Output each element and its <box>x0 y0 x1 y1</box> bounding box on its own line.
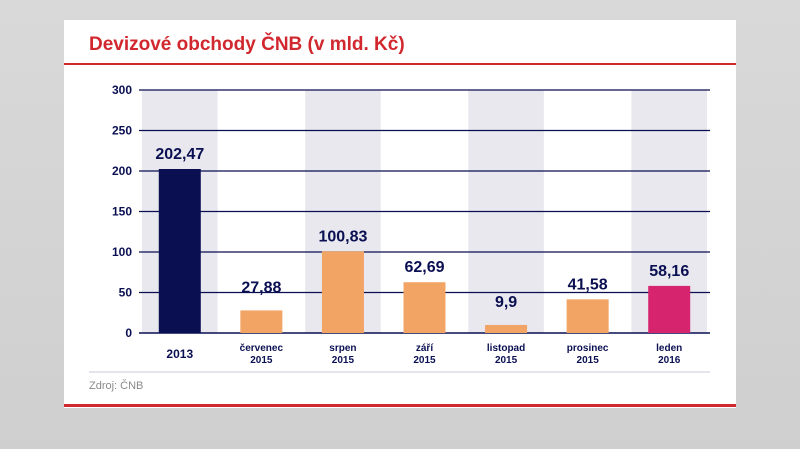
x-tick-label: srpen <box>329 343 356 354</box>
x-tick-label: 2015 <box>250 355 273 366</box>
x-tick-label: 2013 <box>166 347 193 361</box>
y-tick-label: 200 <box>112 164 132 178</box>
bar-chart: 0 50 100 150 200 250 300 202,47 2013 27,88 červene… <box>89 83 710 373</box>
bottom-divider <box>64 404 736 407</box>
data-label: 41,58 <box>568 276 608 293</box>
bar <box>403 282 446 333</box>
y-tick-label: 0 <box>125 326 132 340</box>
y-tick-label: 50 <box>119 286 133 300</box>
bar <box>566 299 609 333</box>
chart-card: Devizové obchody ČNB (v mld. Kč) 0 50 100 1… <box>64 20 736 408</box>
bar <box>240 310 283 333</box>
x-tick-label: 2015 <box>332 355 355 366</box>
x-tick-label: listopad <box>487 343 525 354</box>
x-tick-label: 2015 <box>413 355 436 366</box>
x-tick-label: leden <box>656 343 682 354</box>
data-label: 27,88 <box>241 279 281 296</box>
y-tick-label: 250 <box>112 124 132 138</box>
x-tick-label: 2015 <box>577 355 600 366</box>
data-label: 58,16 <box>649 263 689 280</box>
y-tick-label: 100 <box>112 245 132 259</box>
x-tick-label: prosinec <box>567 343 609 354</box>
bar <box>485 324 528 333</box>
y-tick-label: 300 <box>112 83 132 97</box>
source-note: Zdroj: ČNB <box>89 380 144 392</box>
x-tick-label: 2016 <box>658 355 681 366</box>
bar <box>648 285 691 333</box>
bar <box>158 168 201 333</box>
y-tick-label: 150 <box>112 205 132 219</box>
chart-title: Devizové obchody ČNB (v mld. Kč) <box>89 34 405 55</box>
x-tick-label: 2015 <box>495 355 518 366</box>
bar <box>321 251 364 333</box>
data-label: 202,47 <box>155 146 204 163</box>
x-tick-label: červenec <box>240 343 284 354</box>
x-tick-label: září <box>416 343 434 354</box>
title-divider <box>64 63 736 65</box>
data-label: 9,9 <box>495 294 517 311</box>
data-label: 100,83 <box>318 228 367 245</box>
data-label: 62,69 <box>404 259 444 276</box>
